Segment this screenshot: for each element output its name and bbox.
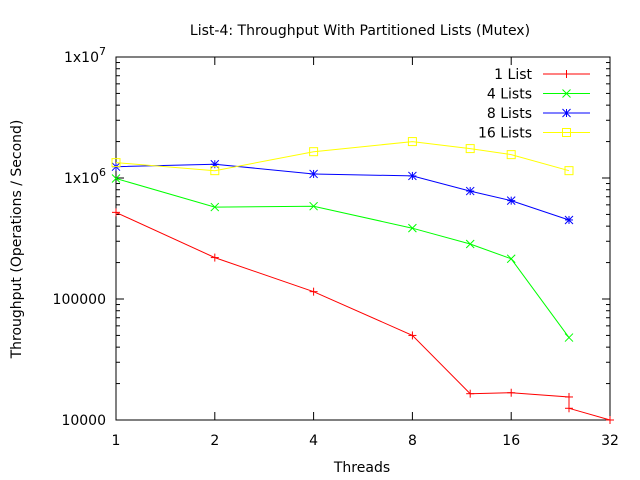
data-point-16-lists	[210, 166, 220, 176]
data-point-16-lists	[111, 158, 121, 168]
y-tick-label: 100000	[53, 292, 106, 308]
series-1-list	[112, 208, 614, 424]
legend-item-4-lists: 4 Lists	[487, 87, 590, 103]
legend-label: 1 List	[494, 67, 532, 83]
series-16-lists	[111, 137, 574, 176]
data-point-1-list	[210, 253, 219, 262]
y-tick-label-base: 1x10	[64, 171, 99, 187]
legend-item-1-list: 1 List	[494, 67, 590, 83]
data-point-1-list	[606, 416, 614, 424]
legend-marker	[562, 128, 571, 137]
data-point-1-list	[112, 208, 120, 217]
series-4-lists	[111, 174, 574, 342]
plot-area-frame	[115, 56, 611, 421]
data-point-4-lists	[111, 174, 121, 183]
legend-label: 8 Lists	[487, 106, 532, 122]
data-point-1-list	[564, 404, 573, 413]
legend-item-16-lists: 16 Lists	[478, 126, 590, 142]
data-point-4-lists	[408, 223, 417, 233]
data-point-4-lists	[506, 254, 516, 264]
data-point-8-lists	[465, 186, 475, 196]
x-tick-label: 1	[112, 433, 121, 449]
y-tick-label-base: 10000	[61, 413, 106, 429]
y-tick-label: 10000	[61, 413, 106, 429]
legend: 1 List 4 Lists 8 Lists 16 Lists	[478, 67, 590, 142]
y-tick-label-base: 100000	[53, 292, 106, 308]
x-axis-label: Threads	[333, 460, 390, 476]
y-tick-label-exponent: 7	[99, 45, 106, 58]
legend-item-8-lists: 8 Lists	[487, 106, 590, 122]
data-point-8-lists	[564, 215, 574, 225]
data-point-16-lists	[564, 166, 574, 176]
x-tick-label: 8	[408, 433, 417, 449]
series-layer	[111, 137, 614, 424]
y-tick-label: 1x107	[64, 45, 106, 66]
series-line-8-lists	[115, 163, 570, 221]
legend-marker	[562, 89, 571, 98]
data-point-1-list	[507, 388, 516, 397]
data-point-1-list	[408, 331, 417, 340]
legend-marker	[562, 70, 571, 78]
legend-label: 16 Lists	[478, 126, 532, 142]
data-point-16-lists	[506, 150, 516, 160]
x-tick-label: 4	[309, 433, 318, 449]
data-point-4-lists	[309, 201, 318, 211]
x-axis-ticks: 1 2 4 8 16 32	[112, 57, 619, 449]
data-point-16-lists	[465, 144, 475, 154]
x-tick-label: 16	[502, 433, 520, 449]
x-tick-label: 2	[210, 433, 219, 449]
data-point-4-lists	[564, 333, 574, 342]
data-point-4-lists	[210, 202, 220, 212]
data-point-16-lists	[309, 147, 319, 157]
data-point-4-lists	[465, 239, 475, 249]
series-line-1-list	[115, 211, 611, 421]
y-tick-label-base: 1x10	[64, 50, 99, 66]
y-tick-label: 1x106	[64, 166, 106, 187]
legend-label: 4 Lists	[487, 87, 532, 103]
data-point-8-lists	[309, 169, 318, 179]
data-point-1-list	[466, 389, 475, 398]
series-line-4-lists	[115, 178, 570, 338]
data-point-8-lists	[506, 196, 516, 205]
chart-title: List-4: Throughput With Partitioned List…	[190, 23, 530, 39]
series-8-lists	[111, 159, 574, 225]
legend-marker	[562, 108, 571, 118]
y-axis-label: Throughput (Operations / Second)	[9, 120, 25, 360]
series-line-16-lists	[115, 141, 570, 172]
y-tick-label-exponent: 6	[99, 166, 106, 179]
data-point-1-list	[309, 287, 318, 296]
data-point-8-lists	[408, 171, 417, 181]
data-point-1-list	[564, 392, 573, 401]
x-tick-label: 32	[601, 433, 619, 449]
data-point-16-lists	[407, 137, 417, 147]
